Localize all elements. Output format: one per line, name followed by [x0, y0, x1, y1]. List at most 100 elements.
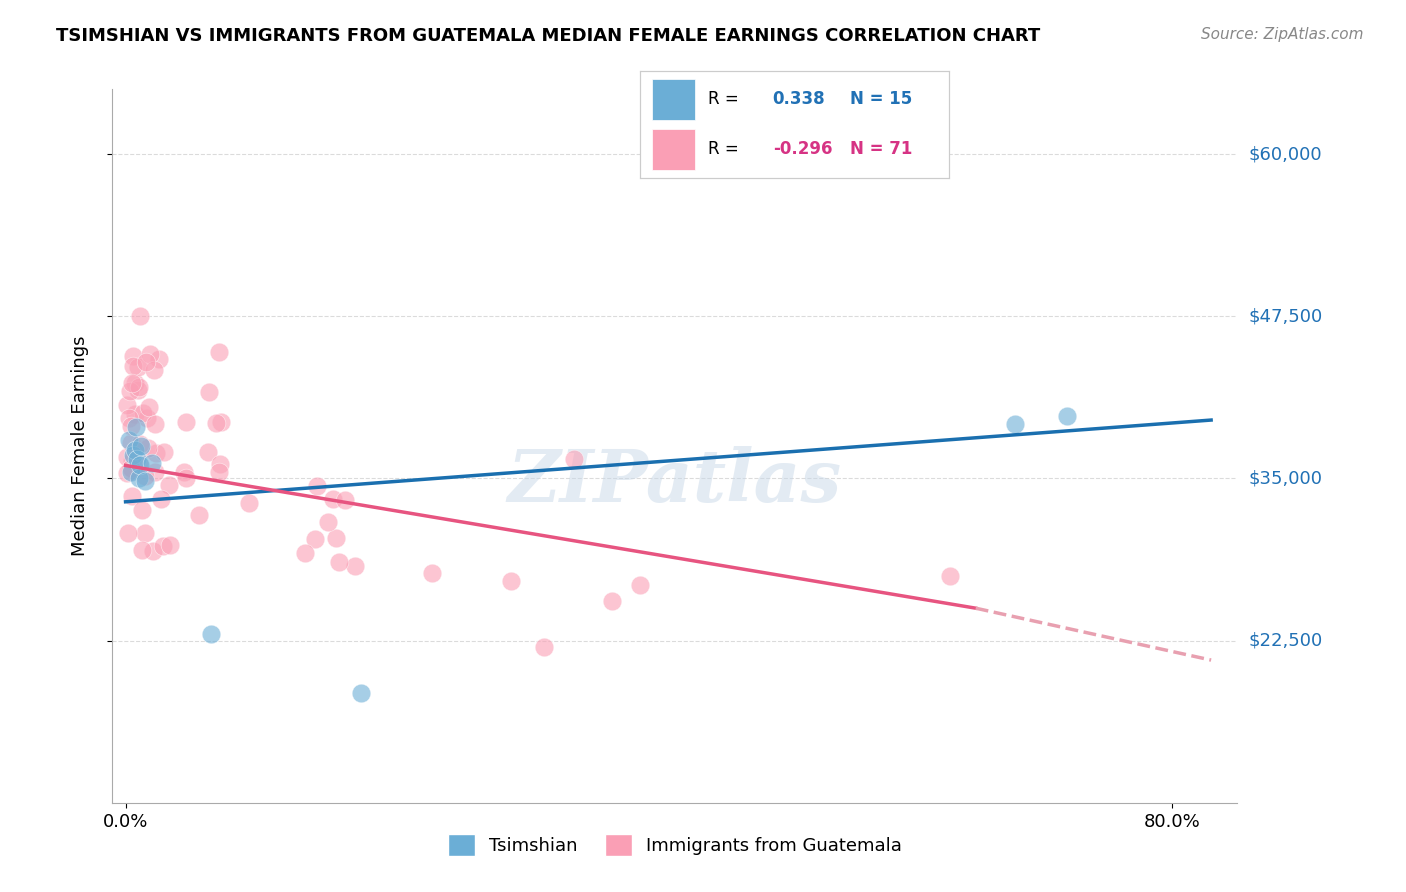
- Immigrants from Guatemala: [136, 441, 159, 455]
- Immigrants from Guatemala: [294, 546, 316, 560]
- Tsimshian: [134, 474, 156, 488]
- Immigrants from Guatemala: [148, 352, 170, 367]
- Immigrants from Guatemala: [138, 400, 160, 414]
- Tsimshian: [120, 465, 142, 479]
- Tsimshian: [124, 442, 146, 457]
- Immigrants from Guatemala: [157, 478, 180, 492]
- Immigrants from Guatemala: [120, 461, 142, 475]
- Text: N = 15: N = 15: [851, 90, 912, 108]
- Immigrants from Guatemala: [134, 525, 156, 540]
- Immigrants from Guatemala: [121, 489, 143, 503]
- Immigrants from Guatemala: [118, 410, 141, 425]
- Immigrants from Guatemala: [208, 344, 231, 359]
- Immigrants from Guatemala: [131, 543, 153, 558]
- Tsimshian: [127, 452, 149, 467]
- Immigrants from Guatemala: [139, 347, 162, 361]
- Immigrants from Guatemala: [143, 363, 166, 377]
- Immigrants from Guatemala: [325, 531, 347, 545]
- Text: R =: R =: [707, 90, 738, 108]
- Immigrants from Guatemala: [134, 469, 156, 483]
- Y-axis label: Median Female Earnings: Median Female Earnings: [70, 335, 89, 557]
- Tsimshian: [141, 456, 163, 470]
- Immigrants from Guatemala: [145, 446, 167, 460]
- Immigrants from Guatemala: [600, 593, 623, 607]
- Immigrants from Guatemala: [127, 384, 149, 398]
- Immigrants from Guatemala: [127, 360, 149, 375]
- Immigrants from Guatemala: [121, 454, 143, 468]
- Immigrants from Guatemala: [188, 508, 211, 523]
- Immigrants from Guatemala: [120, 418, 142, 433]
- Immigrants from Guatemala: [174, 471, 197, 485]
- Text: Source: ZipAtlas.com: Source: ZipAtlas.com: [1201, 27, 1364, 42]
- Immigrants from Guatemala: [129, 310, 152, 324]
- Text: 0.338: 0.338: [773, 90, 825, 108]
- Immigrants from Guatemala: [333, 493, 356, 508]
- Tsimshian: [1004, 417, 1026, 431]
- Immigrants from Guatemala: [207, 465, 229, 479]
- Immigrants from Guatemala: [124, 376, 146, 391]
- Immigrants from Guatemala: [153, 444, 176, 458]
- Immigrants from Guatemala: [420, 566, 443, 581]
- Immigrants from Guatemala: [628, 578, 651, 592]
- Immigrants from Guatemala: [307, 479, 329, 493]
- Immigrants from Guatemala: [124, 407, 146, 421]
- Immigrants from Guatemala: [115, 450, 138, 464]
- Bar: [652, 78, 696, 120]
- Immigrants from Guatemala: [344, 558, 367, 573]
- Immigrants from Guatemala: [115, 466, 138, 480]
- Text: $60,000: $60,000: [1249, 145, 1322, 163]
- Immigrants from Guatemala: [176, 415, 198, 429]
- Tsimshian: [200, 627, 222, 641]
- Immigrants from Guatemala: [143, 417, 166, 432]
- Immigrants from Guatemala: [122, 463, 145, 477]
- Immigrants from Guatemala: [122, 359, 145, 373]
- Tsimshian: [129, 458, 152, 473]
- Immigrants from Guatemala: [128, 456, 150, 470]
- Point: [938, 568, 960, 582]
- Immigrants from Guatemala: [197, 445, 219, 459]
- Immigrants from Guatemala: [304, 532, 326, 546]
- Immigrants from Guatemala: [132, 406, 155, 420]
- Immigrants from Guatemala: [152, 539, 174, 553]
- Immigrants from Guatemala: [128, 436, 150, 450]
- Tsimshian: [128, 471, 150, 485]
- Immigrants from Guatemala: [128, 380, 150, 394]
- Tsimshian: [1056, 409, 1078, 424]
- Immigrants from Guatemala: [143, 465, 166, 479]
- Immigrants from Guatemala: [115, 398, 138, 412]
- Immigrants from Guatemala: [135, 410, 157, 425]
- Text: -0.296: -0.296: [773, 141, 832, 159]
- Text: R =: R =: [707, 141, 738, 159]
- Legend: Tsimshian, Immigrants from Guatemala: Tsimshian, Immigrants from Guatemala: [439, 825, 911, 865]
- Tsimshian: [118, 433, 141, 447]
- Immigrants from Guatemala: [173, 465, 195, 479]
- Tsimshian: [122, 448, 145, 462]
- Immigrants from Guatemala: [120, 436, 142, 450]
- Text: $47,500: $47,500: [1249, 307, 1323, 326]
- Bar: [652, 129, 696, 169]
- Immigrants from Guatemala: [533, 640, 555, 654]
- Text: N = 71: N = 71: [851, 141, 912, 159]
- Immigrants from Guatemala: [117, 526, 139, 541]
- Immigrants from Guatemala: [209, 415, 232, 429]
- Immigrants from Guatemala: [499, 574, 522, 588]
- Immigrants from Guatemala: [121, 376, 143, 391]
- Immigrants from Guatemala: [150, 491, 173, 506]
- Tsimshian: [350, 685, 373, 699]
- Text: $22,500: $22,500: [1249, 632, 1323, 649]
- Immigrants from Guatemala: [564, 451, 586, 466]
- Text: TSIMSHIAN VS IMMIGRANTS FROM GUATEMALA MEDIAN FEMALE EARNINGS CORRELATION CHART: TSIMSHIAN VS IMMIGRANTS FROM GUATEMALA M…: [56, 27, 1040, 45]
- Text: $35,000: $35,000: [1249, 469, 1323, 487]
- Immigrants from Guatemala: [322, 491, 344, 506]
- Immigrants from Guatemala: [198, 384, 221, 399]
- Immigrants from Guatemala: [238, 496, 260, 510]
- Immigrants from Guatemala: [121, 349, 143, 363]
- Tsimshian: [125, 419, 148, 434]
- Immigrants from Guatemala: [118, 384, 141, 399]
- Immigrants from Guatemala: [208, 457, 231, 471]
- Immigrants from Guatemala: [131, 503, 153, 517]
- Immigrants from Guatemala: [135, 355, 157, 369]
- Immigrants from Guatemala: [159, 538, 181, 552]
- Immigrants from Guatemala: [205, 417, 228, 431]
- Immigrants from Guatemala: [328, 555, 350, 569]
